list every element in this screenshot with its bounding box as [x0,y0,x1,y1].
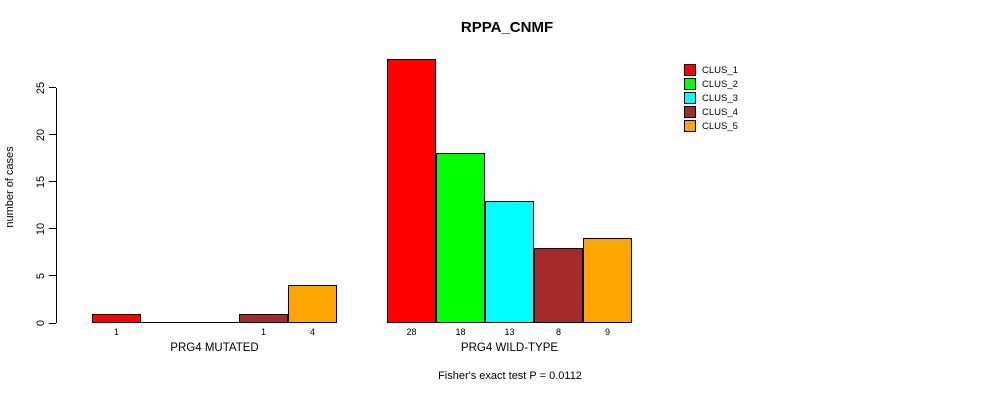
fisher-test-annotation: Fisher's exact test P = 0.0112 [438,370,582,382]
bar-value-label: 1 [113,327,120,337]
bar-value-label: 13 [504,327,515,337]
bar-clus_1-wild-type [387,59,436,323]
group-label-mutated: PRG4 MUTATED [170,342,259,354]
legend-swatch-icon [684,78,696,90]
bar-clus_4-mutated [239,314,288,323]
bar-value-label: 8 [555,327,562,337]
legend-label: CLUS_4 [702,106,738,118]
legend-item-clus_5: CLUS_5 [684,119,738,133]
legend-label: CLUS_1 [702,64,738,76]
y-tick-label: 10 [35,222,47,235]
bar-value-label: 9 [604,327,611,337]
legend-swatch-icon [684,106,696,118]
legend: CLUS_1 CLUS_2 CLUS_3 CLUS_4 CLUS_5 [684,63,738,133]
legend-swatch-icon [684,120,696,132]
y-tick-label: 25 [35,81,47,94]
y-tick-label: 20 [35,128,47,141]
legend-label: CLUS_3 [702,92,738,104]
y-axis-line [56,88,57,323]
y-tick-label: 0 [35,319,47,327]
y-tick-mark [49,134,56,136]
y-tick-label: 5 [35,272,47,279]
y-tick-mark [49,322,56,324]
bar-value-label: 4 [309,327,316,337]
legend-label: CLUS_5 [702,120,738,132]
legend-swatch-icon [684,64,696,76]
bar-clus_4-wild-type [534,248,583,323]
bar-clus_3-wild-type [485,201,534,323]
bar-clus_5-wild-type [583,238,632,323]
legend-item-clus_1: CLUS_1 [684,63,738,77]
y-tick-label: 15 [35,175,47,188]
y-axis-label: number of cases [4,146,16,228]
y-tick-mark [49,87,56,88]
bar-clus_5-mutated [288,285,337,323]
y-tick-mark [49,275,56,277]
bar-value-label: 1 [260,327,267,337]
chart-title: RPPA_CNMF [460,19,554,36]
y-tick-mark [49,181,56,183]
y-tick-mark [49,228,56,230]
bar-value-label: 18 [455,327,466,337]
legend-swatch-icon [684,92,696,104]
legend-item-clus_3: CLUS_3 [684,91,738,105]
bar-clus_1-mutated [92,314,141,323]
legend-item-clus_2: CLUS_2 [684,77,738,91]
bar-clus_3-mutated [190,322,239,323]
legend-label: CLUS_2 [702,78,738,90]
bar-value-label: 28 [406,327,417,337]
legend-item-clus_4: CLUS_4 [684,105,738,119]
bar-clus_2-wild-type [436,153,485,323]
bar-clus_2-mutated [141,322,190,323]
group-label-wild-type: PRG4 WILD-TYPE [460,342,559,354]
